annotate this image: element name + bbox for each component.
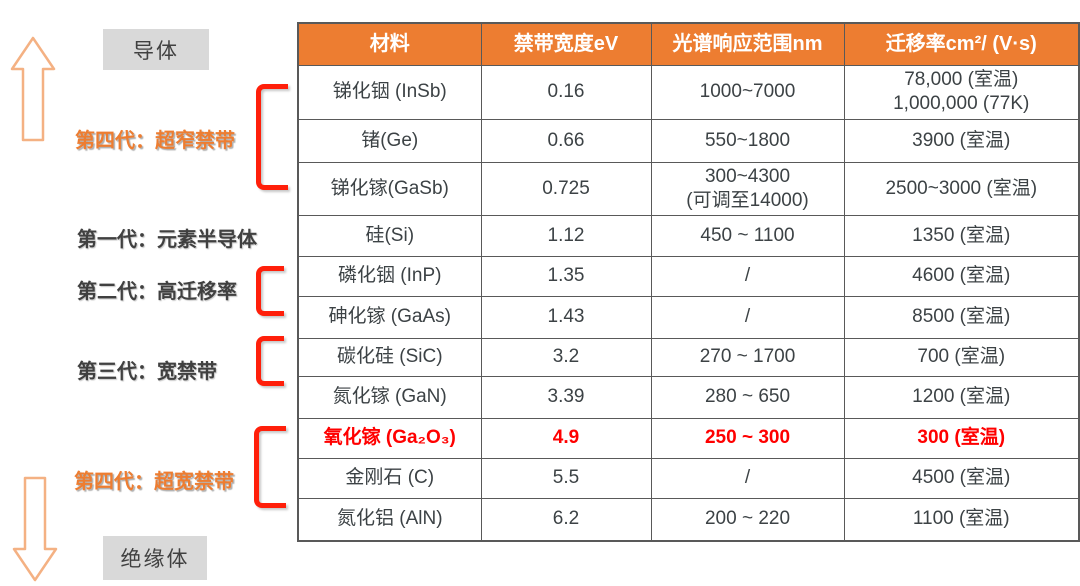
- table-row: 锑化镓(GaSb) 0.725 300~4300 (可调至14000) 2500…: [297, 161, 1080, 216]
- mobility-cell: 1100 (室温): [843, 497, 1080, 542]
- bandgap-cell: 0.16: [480, 64, 652, 120]
- mobility-cell: 3900 (室温): [843, 118, 1080, 163]
- down-arrow-icon: [12, 476, 58, 582]
- spectral-cell: /: [650, 295, 845, 339]
- column-header-material: 材料: [297, 22, 482, 66]
- spectral-cell: 550~1800: [650, 118, 845, 163]
- material-cell: 磷化铟 (InP): [297, 255, 482, 297]
- generation-label-4th-wide: 第四代：超宽禁带: [74, 471, 234, 493]
- table-row: 锑化铟 (InSb) 0.16 1000~7000 78,000 (室温) 1,…: [297, 64, 1080, 120]
- mobility-cell: 1350 (室温): [843, 214, 1080, 257]
- material-cell: 氮化铝 (AlN): [297, 497, 482, 542]
- spectral-cell: 300~4300 (可调至14000): [650, 161, 845, 216]
- generation-label-3rd: 第三代：宽禁带: [77, 361, 217, 383]
- material-cell: 锗(Ge): [297, 118, 482, 163]
- material-cell: 砷化镓 (GaAs): [297, 295, 482, 339]
- material-cell: 锑化铟 (InSb): [297, 64, 482, 120]
- mobility-cell: 2500~3000 (室温): [843, 161, 1080, 216]
- bandgap-cell: 4.9: [480, 417, 652, 459]
- materials-table: 材料 禁带宽度eV 光谱响应范围nm 迁移率cm²/ (V·s) 锑化铟 (In…: [297, 22, 1080, 542]
- bandgap-cell: 1.35: [480, 255, 652, 297]
- mobility-cell: 1200 (室温): [843, 375, 1080, 419]
- table-row: 砷化镓 (GaAs) 1.43 / 8500 (室温): [297, 295, 1080, 339]
- spectral-cell: 200 ~ 220: [650, 497, 845, 542]
- spectral-cell: 450 ~ 1100: [650, 214, 845, 257]
- table-row: 碳化硅 (SiC) 3.2 270 ~ 1700 700 (室温): [297, 337, 1080, 377]
- spectral-cell: /: [650, 255, 845, 297]
- mobility-cell: 4600 (室温): [843, 255, 1080, 297]
- material-cell: 氮化镓 (GaN): [297, 375, 482, 419]
- conductor-label: 导体: [103, 29, 209, 70]
- generation-label-1st: 第一代：元素半导体: [77, 229, 257, 251]
- bandgap-cell: 3.39: [480, 375, 652, 419]
- up-arrow-icon: [10, 36, 56, 142]
- column-header-bandgap: 禁带宽度eV: [480, 22, 652, 66]
- insulator-label: 绝缘体: [103, 536, 207, 580]
- bandgap-cell: 1.43: [480, 295, 652, 339]
- spectral-cell: 250 ~ 300: [650, 417, 845, 459]
- group-bracket-ultrawide-bandgap: [254, 426, 286, 508]
- material-cell: 锑化镓(GaSb): [297, 161, 482, 216]
- bandgap-cell: 1.12: [480, 214, 652, 257]
- spectral-cell: /: [650, 457, 845, 499]
- group-bracket-high-mobility: [256, 266, 284, 316]
- table-row: 磷化铟 (InP) 1.35 / 4600 (室温): [297, 255, 1080, 297]
- material-cell: 硅(Si): [297, 214, 482, 257]
- group-bracket-narrow-bandgap: [256, 84, 288, 190]
- conductor-label-text: 导体: [133, 39, 179, 63]
- column-header-spectral-range: 光谱响应范围nm: [650, 22, 845, 66]
- generation-label-2nd: 第二代：高迁移率: [77, 281, 237, 303]
- table-row: 氮化铝 (AlN) 6.2 200 ~ 220 1100 (室温): [297, 497, 1080, 542]
- material-cell: 金刚石 (C): [297, 457, 482, 499]
- bandgap-cell: 0.725: [480, 161, 652, 216]
- bandgap-cell: 0.66: [480, 118, 652, 163]
- bandgap-cell: 5.5: [480, 457, 652, 499]
- bandgap-cell: 6.2: [480, 497, 652, 542]
- mobility-cell: 700 (室温): [843, 337, 1080, 377]
- column-header-mobility: 迁移率cm²/ (V·s): [843, 22, 1080, 66]
- table-row-highlighted-ga2o3: 氧化镓 (Ga₂O₃) 4.9 250 ~ 300 300 (室温): [297, 417, 1080, 459]
- bandgap-cell: 3.2: [480, 337, 652, 377]
- spectral-cell: 1000~7000: [650, 64, 845, 120]
- table-row: 金刚石 (C) 5.5 / 4500 (室温): [297, 457, 1080, 499]
- insulator-label-text: 绝缘体: [120, 548, 190, 571]
- generation-label-4th-narrow: 第四代：超窄禁带: [75, 130, 235, 152]
- mobility-cell: 78,000 (室温) 1,000,000 (77K): [843, 64, 1080, 120]
- spectral-cell: 280 ~ 650: [650, 375, 845, 419]
- spectral-cell: 270 ~ 1700: [650, 337, 845, 377]
- table-row: 锗(Ge) 0.66 550~1800 3900 (室温): [297, 118, 1080, 163]
- group-bracket-wide-bandgap: [256, 336, 284, 386]
- table-row: 硅(Si) 1.12 450 ~ 1100 1350 (室温): [297, 214, 1080, 257]
- table-row: 氮化镓 (GaN) 3.39 280 ~ 650 1200 (室温): [297, 375, 1080, 419]
- material-cell: 碳化硅 (SiC): [297, 337, 482, 377]
- mobility-cell: 8500 (室温): [843, 295, 1080, 339]
- header-row: 材料 禁带宽度eV 光谱响应范围nm 迁移率cm²/ (V·s): [297, 22, 1080, 66]
- mobility-cell: 300 (室温): [843, 417, 1080, 459]
- material-cell: 氧化镓 (Ga₂O₃): [297, 417, 482, 459]
- mobility-cell: 4500 (室温): [843, 457, 1080, 499]
